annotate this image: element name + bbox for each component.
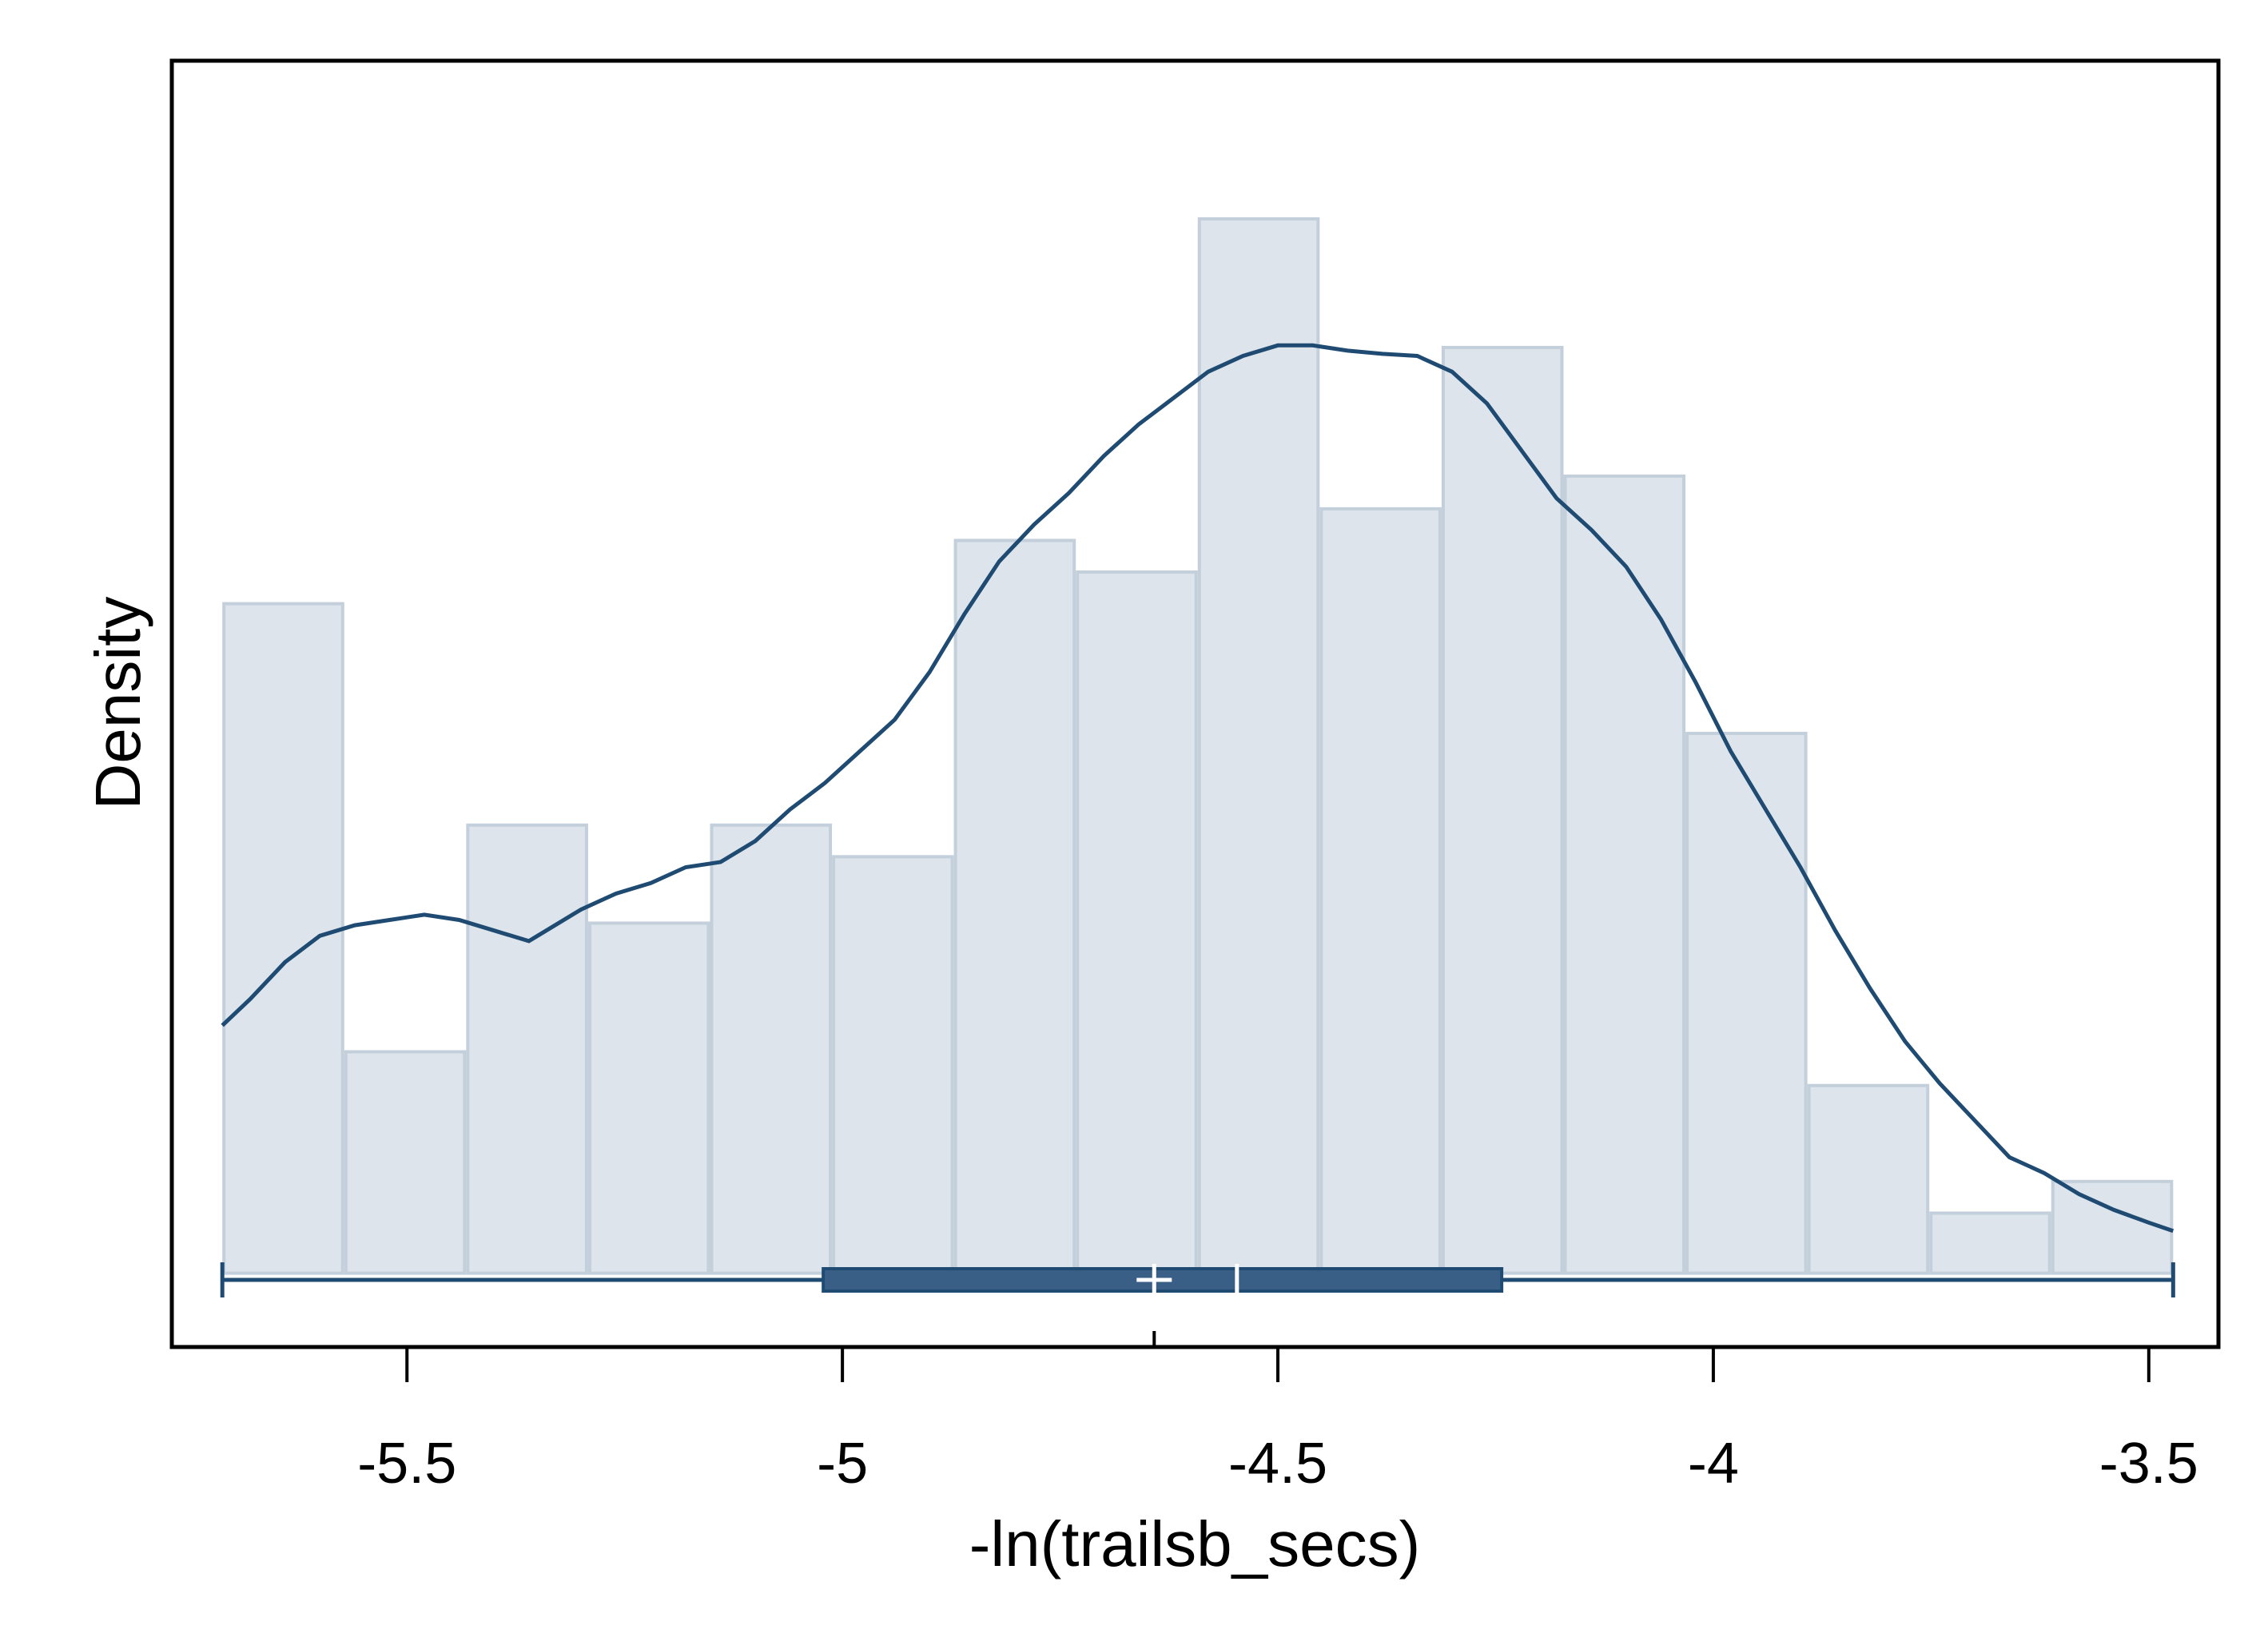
histogram-bar bbox=[466, 823, 588, 1275]
x-tick-label: -5.5 bbox=[357, 1432, 456, 1496]
histogram-bar bbox=[587, 921, 710, 1275]
histogram-bar bbox=[1319, 507, 1442, 1275]
histogram-bars bbox=[222, 217, 2174, 1275]
histogram-bar bbox=[344, 1050, 467, 1275]
histogram-bar bbox=[1929, 1211, 2051, 1275]
x-axis-ticks: -5.5 -5 -4.5 -4 -3.5 bbox=[357, 1347, 2198, 1496]
x-tick-label: -4 bbox=[1688, 1432, 1739, 1496]
histogram-bar bbox=[222, 602, 344, 1275]
histogram-bar bbox=[1685, 731, 1808, 1275]
histogram-bar bbox=[1197, 217, 1320, 1275]
histogram-bar bbox=[2051, 1179, 2174, 1275]
x-tick-label: -3.5 bbox=[2099, 1432, 2198, 1496]
histogram-bar bbox=[710, 823, 833, 1275]
histogram-bar bbox=[832, 855, 954, 1275]
histogram-bar bbox=[1076, 570, 1198, 1275]
x-axis-title: -ln(trailsb_secs) bbox=[969, 1508, 1421, 1579]
kde-curve bbox=[221, 343, 2174, 1234]
boxplot bbox=[220, 1262, 2175, 1297]
histogram-bar bbox=[1807, 1083, 1930, 1275]
x-tick-label: -5 bbox=[817, 1432, 868, 1496]
y-axis-title: Density bbox=[82, 597, 153, 810]
histogram-bar bbox=[1563, 474, 1686, 1275]
histogram-bar bbox=[953, 538, 1076, 1275]
x-tick-label: -4.5 bbox=[1228, 1432, 1327, 1496]
histogram-bar bbox=[1441, 345, 1564, 1275]
